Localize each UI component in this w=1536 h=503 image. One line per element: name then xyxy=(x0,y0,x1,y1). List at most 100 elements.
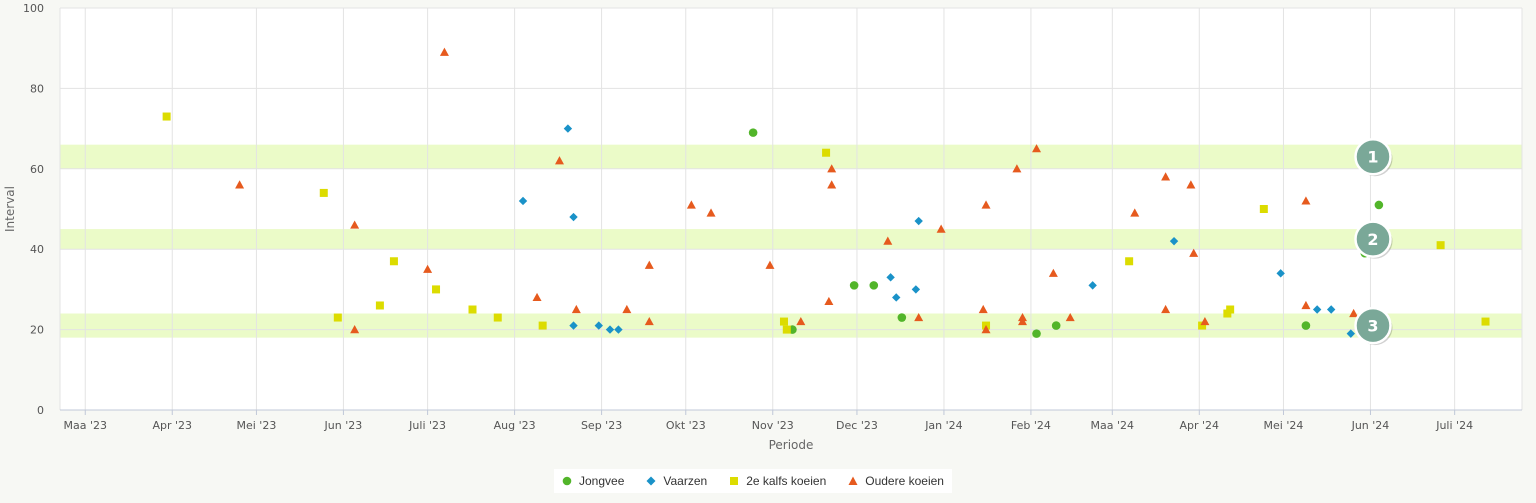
point-vaarzen xyxy=(563,124,573,133)
x-tick-label: Feb '24 xyxy=(1011,419,1051,432)
axes-layer: 0 20 40 60 80 100 Maa '23 Apr '23 Mei '23 Jun '23… xyxy=(23,2,1522,432)
point-jongvee xyxy=(897,313,907,322)
point-oudere-koeien xyxy=(1032,144,1042,153)
point-vaarzen xyxy=(1169,236,1179,246)
y-tick-label: 80 xyxy=(30,82,44,95)
point-oudere-koeien xyxy=(1018,312,1028,322)
legend-label: Oudere koeien xyxy=(865,474,944,488)
x-tick-label: Okt '23 xyxy=(666,419,706,432)
legend-item-vaarzen[interactable]: Vaarzen xyxy=(646,474,707,488)
point-oudere-koeien xyxy=(1161,172,1171,181)
legend-item-oudere-koeien[interactable]: Oudere koeien xyxy=(848,474,944,488)
point-oudere-koeien xyxy=(1012,164,1022,173)
point-vaarzen xyxy=(569,321,578,330)
point-2e-kalfs-koeien xyxy=(493,313,502,322)
point-vaarzen xyxy=(605,325,615,334)
point-2e-kalfs-koeien xyxy=(333,313,342,322)
point-oudere-koeien xyxy=(827,164,837,173)
point-vaarzen xyxy=(892,293,901,302)
point-2e-kalfs-koeien xyxy=(538,321,547,330)
point-2e-kalfs-koeien xyxy=(1223,309,1232,318)
y-tick-label: 20 xyxy=(30,324,44,337)
point-vaarzen xyxy=(1326,305,1336,314)
band-1 xyxy=(60,144,1522,169)
point-2e-kalfs-koeien xyxy=(779,317,788,326)
point-vaarzen xyxy=(886,273,895,282)
triangle-marker-icon xyxy=(848,476,858,485)
point-jongvee xyxy=(1374,200,1384,210)
y-axis-title: Interval xyxy=(3,186,17,232)
x-tick-label: Jun '23 xyxy=(324,419,363,432)
point-oudere-koeien xyxy=(554,156,564,165)
x-tick-label: Mei '24 xyxy=(1264,419,1304,432)
legend-label: 2e kalfs koeien xyxy=(746,474,827,488)
point-2e-kalfs-koeien xyxy=(1226,305,1235,314)
points-layer xyxy=(162,47,1490,338)
x-tick-label: Nov '23 xyxy=(752,419,794,432)
point-oudere-koeien xyxy=(914,312,924,322)
point-jongvee xyxy=(869,281,879,290)
point-oudere-koeien xyxy=(622,304,632,314)
point-vaarzen xyxy=(1088,281,1097,290)
point-oudere-koeien xyxy=(765,260,775,269)
point-2e-kalfs-koeien xyxy=(389,257,398,266)
point-jongvee xyxy=(849,281,859,290)
band-badges-layer: 1 2 3 xyxy=(1354,137,1393,346)
point-vaarzen xyxy=(518,196,528,206)
x-tick-label: Jan '24 xyxy=(924,419,962,432)
point-vaarzen xyxy=(1276,269,1285,278)
point-oudere-koeien xyxy=(439,47,449,56)
legend-item-jongvee[interactable]: Jongvee xyxy=(562,474,624,488)
legend-label: Jongvee xyxy=(579,474,625,488)
point-oudere-koeien xyxy=(1301,300,1311,310)
point-oudere-koeien xyxy=(350,220,360,229)
point-oudere-koeien xyxy=(686,200,696,209)
x-tick-label: Maa '24 xyxy=(1091,419,1135,432)
band-badge-1 xyxy=(1354,137,1392,176)
point-oudere-koeien xyxy=(824,296,834,306)
point-vaarzen xyxy=(569,212,578,222)
point-oudere-koeien xyxy=(1301,196,1311,205)
point-oudere-koeien xyxy=(796,316,806,326)
point-oudere-koeien xyxy=(1130,208,1140,217)
point-oudere-koeien xyxy=(235,180,245,189)
point-oudere-koeien xyxy=(350,325,360,334)
x-tick-label: Aug '23 xyxy=(494,419,536,432)
point-oudere-koeien xyxy=(883,236,893,245)
point-2e-kalfs-koeien xyxy=(1259,205,1268,213)
point-vaarzen xyxy=(1346,329,1356,338)
legend-item-2e-kalfs-koeien[interactable]: 2e kalfs koeien xyxy=(729,474,826,488)
point-2e-kalfs-koeien xyxy=(319,188,328,197)
point-oudere-koeien xyxy=(571,304,581,314)
grid-layer xyxy=(59,7,1523,410)
point-2e-kalfs-koeien xyxy=(468,305,477,314)
x-axis-title: Periode xyxy=(769,438,814,452)
y-tick-label: 0 xyxy=(37,404,44,417)
point-oudere-koeien xyxy=(1048,268,1058,277)
square-marker-icon xyxy=(730,477,739,485)
x-tick-label: Apr '23 xyxy=(152,419,192,432)
band-2 xyxy=(60,229,1522,250)
point-vaarzen xyxy=(594,321,603,330)
point-oudere-koeien xyxy=(981,325,991,334)
point-oudere-koeien xyxy=(644,260,654,269)
point-oudere-koeien xyxy=(827,180,837,189)
band-badge-label: 3 xyxy=(1367,317,1378,336)
point-oudere-koeien xyxy=(706,208,716,217)
band-badge-2 xyxy=(1354,220,1392,258)
band-badge-label: 2 xyxy=(1367,230,1378,249)
point-oudere-koeien xyxy=(981,200,991,209)
x-tick-label: Apr '24 xyxy=(1180,419,1220,432)
point-2e-kalfs-koeien xyxy=(1481,317,1490,326)
diamond-marker-icon xyxy=(646,476,656,486)
x-tick-label: Sep '23 xyxy=(581,419,622,432)
point-vaarzen xyxy=(914,216,923,226)
point-vaarzen xyxy=(614,325,623,334)
point-2e-kalfs-koeien xyxy=(162,112,171,121)
point-jongvee xyxy=(1301,321,1311,330)
x-tick-label: Dec '23 xyxy=(836,419,878,432)
point-oudere-koeien xyxy=(644,316,654,326)
point-jongvee xyxy=(748,128,758,137)
point-vaarzen xyxy=(911,285,921,294)
